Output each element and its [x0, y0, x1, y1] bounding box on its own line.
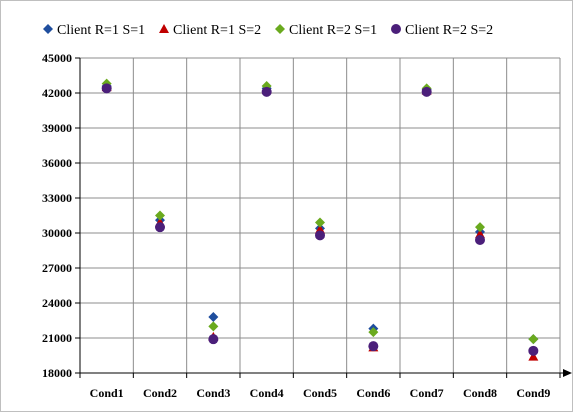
legend-item: Client R=2 S=2: [391, 23, 493, 38]
y-tick-label: 39000: [42, 121, 72, 135]
data-point: [208, 334, 219, 345]
y-tick-label: 45000: [42, 51, 72, 65]
legend-label: Client R=1 S=1: [57, 23, 145, 38]
data-point: [208, 312, 219, 322]
legend-item: Client R=2 S=1: [275, 23, 377, 38]
y-tick-label: 33000: [42, 191, 72, 205]
legend-marker: [159, 24, 169, 33]
x-axis-arrow: [563, 369, 572, 377]
data-point: [315, 217, 325, 228]
data-point: [208, 321, 219, 332]
x-tick-label: Cond1: [90, 386, 124, 400]
data-point: [528, 351, 539, 361]
y-tick-label: 24000: [42, 296, 72, 310]
data-point: [261, 86, 272, 97]
data-point: [101, 83, 112, 94]
legend-marker: [43, 24, 53, 34]
y-tick-label: 27000: [42, 261, 72, 275]
legend-label: Client R=2 S=2: [405, 23, 493, 38]
legend-label: Client R=2 S=1: [289, 23, 377, 38]
legend-item: Client R=1 S=1: [43, 23, 145, 38]
axes: 18000 21000 24000 27000 30000 33000 36000 39000…: [42, 51, 572, 400]
data-point: [155, 222, 165, 233]
data-point: [315, 230, 325, 241]
x-tick-label: Cond9: [516, 386, 550, 400]
legend-marker: [391, 24, 401, 34]
x-tick-label: Cond3: [196, 386, 230, 400]
y-tick-label: 36000: [42, 156, 72, 170]
data-point: [421, 86, 432, 97]
x-tick-label: Cond8: [463, 386, 497, 400]
x-tick-label: Cond7: [410, 386, 444, 400]
data-markers: [101, 78, 539, 361]
data-point: [368, 327, 379, 338]
legend-item: Client R=1 S=2: [159, 23, 261, 38]
x-tick-label: Cond5: [303, 386, 337, 400]
data-point: [528, 345, 539, 356]
y-tick-label: 30000: [42, 226, 72, 240]
data-point: [155, 210, 165, 221]
y-tick-label: 21000: [42, 331, 72, 345]
x-tick-label: Cond6: [356, 386, 390, 400]
legend: Client R=1 S=1 Client R=1 S=2 Client R=2 S…: [43, 23, 493, 38]
x-tick-label: Cond2: [143, 386, 177, 400]
y-tick-label: 42000: [42, 86, 72, 100]
data-point: [528, 334, 539, 345]
data-point: [475, 222, 485, 233]
x-tick-label: Cond4: [250, 386, 284, 400]
legend-marker: [275, 24, 285, 34]
y-tick-label: 18000: [42, 366, 72, 380]
data-point: [368, 341, 379, 352]
legend-label: Client R=1 S=2: [173, 23, 261, 38]
data-point: [475, 235, 485, 245]
